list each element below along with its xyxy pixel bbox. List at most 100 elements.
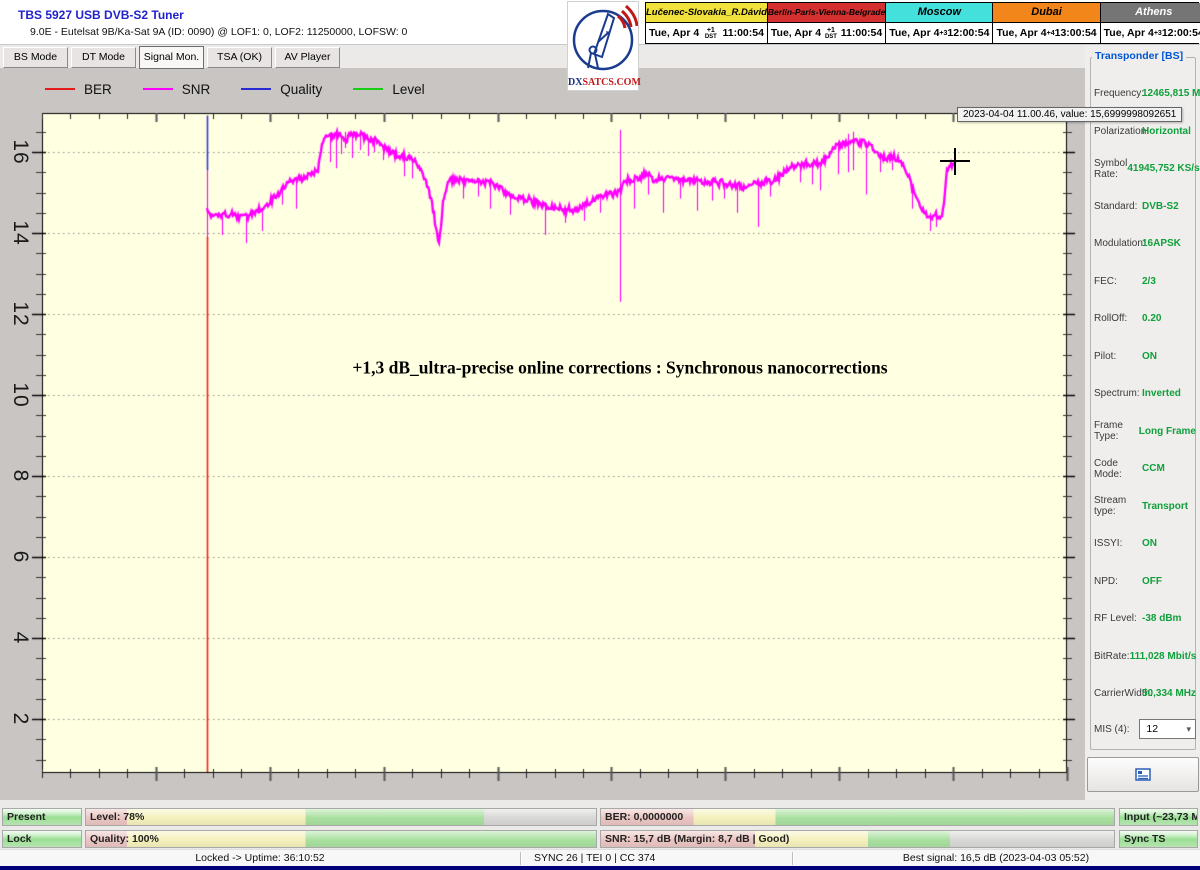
clock-date: Tue, Apr 4 — [649, 27, 700, 39]
tab-av-player[interactable]: AV Player — [275, 47, 340, 68]
y-tick-label: 2 — [9, 712, 32, 726]
clock-dubai: Dubai Tue, Apr 4 +4 13:00:54 — [992, 3, 1100, 43]
groupbox-title: Transponder [BS] — [1092, 50, 1187, 62]
field-label: Spectrum: — [1094, 388, 1140, 400]
clock-athens: Athens Tue, Apr 4 +3 12:00:54 — [1099, 3, 1200, 43]
field-value: 16APSK — [1142, 238, 1181, 250]
transponder-row-rolloff: RollOff: 0.20 — [1090, 300, 1196, 338]
field-label: Code Mode: — [1094, 457, 1122, 480]
y-tick-label: 14 — [9, 220, 32, 246]
field-label: FEC: — [1094, 275, 1117, 287]
logo-text: DXSATCS.COM — [568, 77, 641, 88]
field-value: CCM — [1142, 463, 1165, 475]
clock-berlin: Berlin-Paris-Vienna-Belgrade Tue, Apr 4 +1… — [766, 3, 886, 43]
satellite-dish-icon — [572, 4, 639, 71]
legend-item-level: Level — [353, 81, 425, 97]
lock-indicator: Lock — [2, 830, 82, 848]
chart-annotation: +1,3 dB_ultra-precise online corrections… — [352, 357, 888, 378]
transponder-row-npd: NPD: OFF — [1090, 563, 1196, 601]
field-label: Symbol Rate: — [1094, 157, 1128, 180]
clock-city-label: Moscow — [886, 3, 993, 23]
signal-chart-panel: BER SNR Quality Level 16 14 12 10 8 6 4 2 +1,3 dB_… — [0, 68, 1086, 800]
clock-offset: +1 DST — [824, 26, 837, 40]
y-tick-label: 4 — [9, 631, 32, 645]
clock-city-label: Berlin-Paris-Vienna-Belgrade — [767, 3, 886, 23]
transponder-row-frametype: Frame Type: Long Frame — [1090, 413, 1196, 451]
mis-select[interactable]: 12 ▾ — [1139, 719, 1196, 739]
field-label: Modulation: — [1094, 238, 1146, 250]
clock-time: 12:00:54 — [1161, 27, 1200, 39]
transponder-sidebar: Transponder [BS] Frequency:12465,815 MHz… — [1085, 45, 1200, 800]
tab-dt-mode[interactable]: DT Mode — [71, 47, 136, 68]
field-value: 111,028 Mbit/s — [1129, 650, 1197, 662]
mis-row: MIS (4): 12 ▾ — [1090, 717, 1196, 741]
field-label: Polarization: — [1094, 125, 1150, 137]
legend-label: Level — [392, 81, 425, 97]
sync-ts-indicator: Sync TS — [1119, 830, 1198, 848]
field-value: ON — [1142, 350, 1157, 362]
transponder-rows: Frequency:12465,815 MHz Polarization:Hori… — [1090, 75, 1200, 713]
clock-date: Tue, Apr 4 — [1103, 27, 1154, 39]
legend-line-swatch — [142, 88, 173, 90]
transponder-row-bitrate: BitRate: 111,028 Mbit/s — [1090, 638, 1196, 676]
level-gauge: Level: 78% — [85, 808, 597, 826]
clock-moscow: Moscow Tue, Apr 4 +3 12:00:54 — [885, 3, 993, 43]
field-value: Long Frame — [1138, 425, 1196, 437]
transponder-row-frequency: Frequency:12465,815 MHz — [1090, 75, 1200, 113]
transponder-row-symbolrate: Symbol Rate: 41945,752 KS/s — [1090, 150, 1200, 188]
field-label: RollOff: — [1094, 313, 1128, 325]
clock-time-row: Tue, Apr 4 +4 13:00:54 — [993, 23, 1100, 43]
crosshair-cursor-horizontal — [940, 160, 970, 162]
y-tick-label: 12 — [9, 301, 32, 327]
clock-time-row: Tue, Apr 4 +3 12:00:54 — [1100, 23, 1200, 43]
transponder-row-issyi: ISSYI: ON — [1090, 525, 1196, 563]
field-label: Frame Type: — [1094, 420, 1123, 443]
mis-label: MIS (4): — [1094, 723, 1130, 735]
status-bar: Locked -> Uptime: 36:10:52 SYNC 26 | TEI… — [0, 849, 1200, 867]
y-tick-label: 8 — [9, 469, 32, 483]
playlist-button[interactable] — [1087, 757, 1199, 792]
tab-tsa-ok-[interactable]: TSA (OK) — [207, 47, 272, 68]
legend-label: SNR — [181, 81, 211, 97]
snr-chart-canvas[interactable] — [0, 68, 1085, 800]
y-tick-label: 16 — [9, 139, 32, 165]
statusbar-divider — [792, 852, 793, 865]
field-label: Stream type: — [1094, 495, 1127, 518]
clock-time: 11:00:54 — [722, 27, 764, 39]
status-sync-counters: SYNC 26 | TEI 0 | CC 374 — [534, 852, 656, 864]
transponder-row-rflevel: RF Level: -38 dBm — [1090, 600, 1196, 638]
field-value: Inverted — [1142, 388, 1181, 400]
legend-label: BER — [84, 81, 112, 97]
y-tick-label: 6 — [9, 550, 32, 564]
mis-value: 12 — [1146, 723, 1159, 735]
transponder-row-pilot: Pilot: ON — [1090, 338, 1196, 376]
tab-bar: BS Mode DT Mode Signal Mon. TSA (OK) AV Play… — [0, 45, 1085, 69]
statusbar-divider — [520, 852, 521, 865]
clock-time-row: Tue, Apr 4 +1 DST 11:00:54 — [767, 23, 886, 43]
field-value: 41945,752 KS/s — [1127, 163, 1200, 175]
field-label: BitRate: — [1094, 650, 1130, 662]
field-value: 0.20 — [1142, 313, 1162, 325]
world-clocks: Lučenec-Slovakia_R.Dávid Tue, Apr 4 +1 DST 1… — [645, 2, 1200, 44]
gauge-area: Present Level: 78% BER: 0,0000000 Input … — [0, 800, 1200, 849]
legend-line-swatch — [353, 88, 384, 90]
clock-date: Tue, Apr 4 — [770, 27, 822, 39]
clock-offset: +3 — [939, 29, 948, 37]
transponder-row-fec: FEC: 2/3 — [1090, 263, 1196, 301]
tab-signal-mon-[interactable]: Signal Mon. — [139, 46, 204, 69]
legend-label: Quality — [280, 81, 323, 97]
legend-line-swatch — [45, 88, 75, 90]
clock-date: Tue, Apr 4 — [996, 27, 1047, 39]
chart-tooltip: 2023-04-04 11.00.46, value: 15,699999809… — [957, 107, 1183, 122]
field-label: RF Level: — [1094, 613, 1137, 625]
field-label: Frequency: — [1094, 88, 1145, 100]
clock-time: 12:00:54 — [947, 27, 990, 39]
field-value: Horizontal — [1142, 125, 1191, 137]
window-bottom-edge — [0, 866, 1200, 870]
transponder-row-standard: Standard: DVB-S2 — [1090, 188, 1196, 226]
tab-bs-mode[interactable]: BS Mode — [3, 47, 68, 68]
chevron-down-icon: ▾ — [1186, 724, 1191, 734]
clock-time: 13:00:54 — [1054, 27, 1097, 39]
transponder-row-modulation: Modulation: 16APSK — [1090, 225, 1196, 263]
